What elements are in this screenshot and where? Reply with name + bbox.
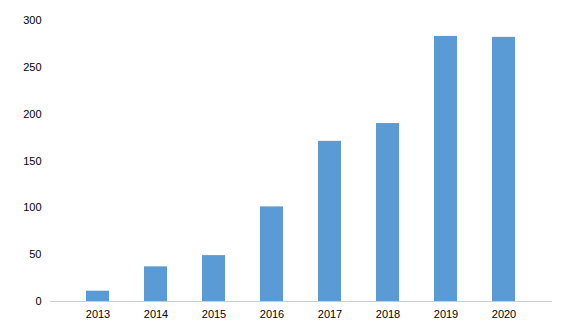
svg-text:50: 50	[29, 248, 41, 260]
svg-text:0: 0	[35, 295, 41, 307]
svg-text:2018: 2018	[376, 308, 400, 320]
svg-text:2013: 2013	[86, 308, 110, 320]
svg-text:2017: 2017	[318, 308, 342, 320]
svg-text:100: 100	[23, 201, 41, 213]
svg-text:2015: 2015	[202, 308, 226, 320]
svg-text:150: 150	[23, 155, 41, 167]
svg-text:300: 300	[23, 14, 41, 26]
svg-text:2014: 2014	[144, 308, 168, 320]
svg-text:2016: 2016	[260, 308, 284, 320]
svg-text:250: 250	[23, 61, 41, 73]
svg-text:2020: 2020	[492, 308, 516, 320]
svg-text:200: 200	[23, 108, 41, 120]
svg-text:2019: 2019	[434, 308, 458, 320]
